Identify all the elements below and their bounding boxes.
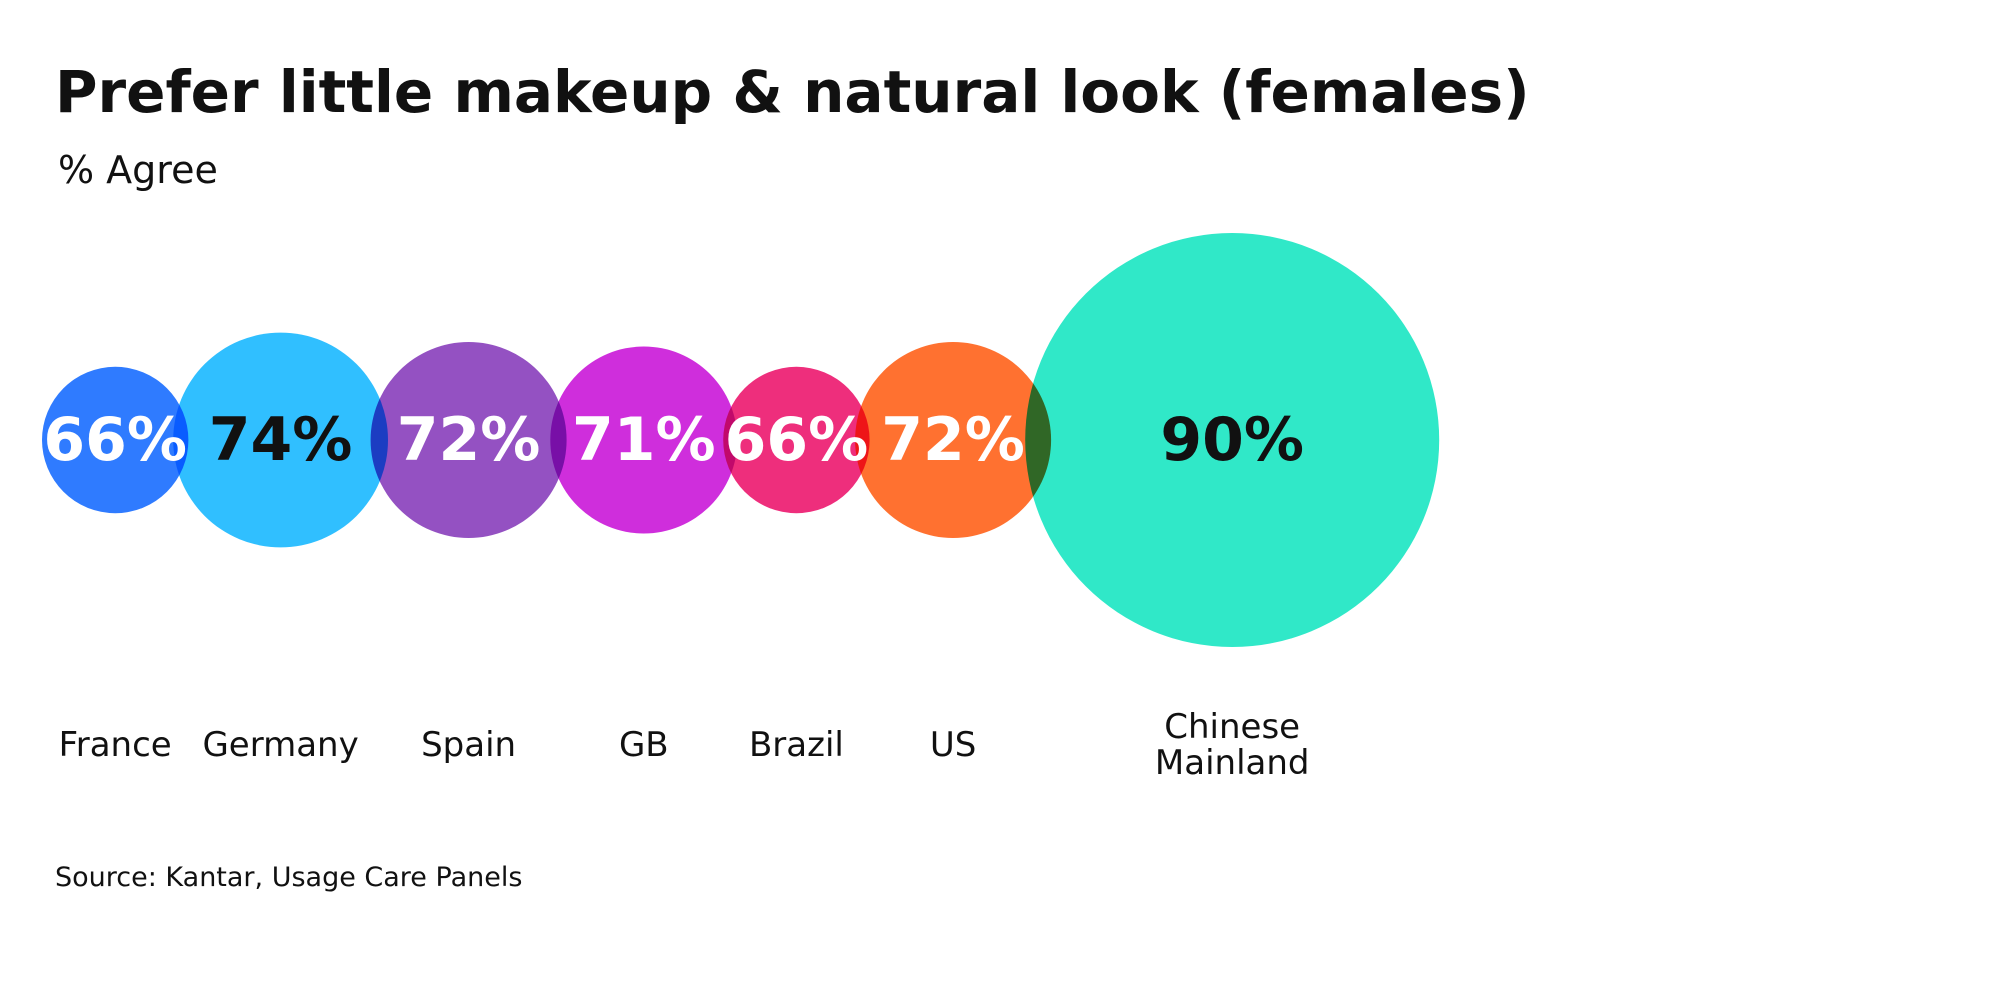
bubble-chinese-mainland bbox=[1025, 233, 1440, 647]
category-label-us: US bbox=[930, 725, 976, 765]
category-label-chinese-mainland: Chinese Mainland bbox=[1155, 707, 1310, 783]
value-label-france: 66% bbox=[43, 405, 187, 475]
bubble-spain bbox=[370, 342, 567, 538]
bubble-france bbox=[42, 366, 189, 514]
category-label-brazil: Brazil bbox=[749, 725, 844, 765]
category-label-line: Mainland bbox=[1155, 743, 1310, 783]
category-label-gb: GB bbox=[619, 725, 669, 765]
category-label-germany: Germany bbox=[202, 725, 358, 765]
value-label-brazil: 66% bbox=[725, 405, 869, 475]
value-label-gb: 71% bbox=[572, 405, 716, 475]
value-label-spain: 72% bbox=[397, 405, 541, 475]
category-label-line: GB bbox=[619, 725, 669, 765]
chart-source: Source: Kantar, Usage Care Panels bbox=[55, 862, 523, 893]
chart-subtitle: % Agree bbox=[58, 148, 218, 192]
category-label-line: US bbox=[930, 725, 976, 765]
chart-title: Prefer little makeup & natural look (fem… bbox=[55, 58, 1530, 126]
category-label-line: Chinese bbox=[1164, 707, 1300, 747]
bubble-us bbox=[855, 342, 1052, 538]
bubble-gb bbox=[550, 346, 738, 534]
value-label-us: 72% bbox=[881, 405, 1025, 475]
value-label-germany: 74% bbox=[209, 405, 353, 475]
category-label-spain: Spain bbox=[421, 725, 516, 765]
bubbles-group bbox=[42, 233, 1440, 647]
bubble-germany bbox=[173, 332, 388, 548]
labels-group: 66% France 74% Germany 72% Spain 71% GB 66% Brazi… bbox=[43, 405, 1309, 783]
category-label-line: Germany bbox=[202, 725, 358, 765]
bubble-brazil bbox=[723, 366, 870, 514]
category-label-france: France bbox=[59, 725, 172, 765]
category-label-line: Spain bbox=[421, 725, 516, 765]
category-label-line: France bbox=[59, 725, 172, 765]
value-label-chinese-mainland: 90% bbox=[1160, 405, 1304, 475]
category-label-line: Brazil bbox=[749, 725, 844, 765]
